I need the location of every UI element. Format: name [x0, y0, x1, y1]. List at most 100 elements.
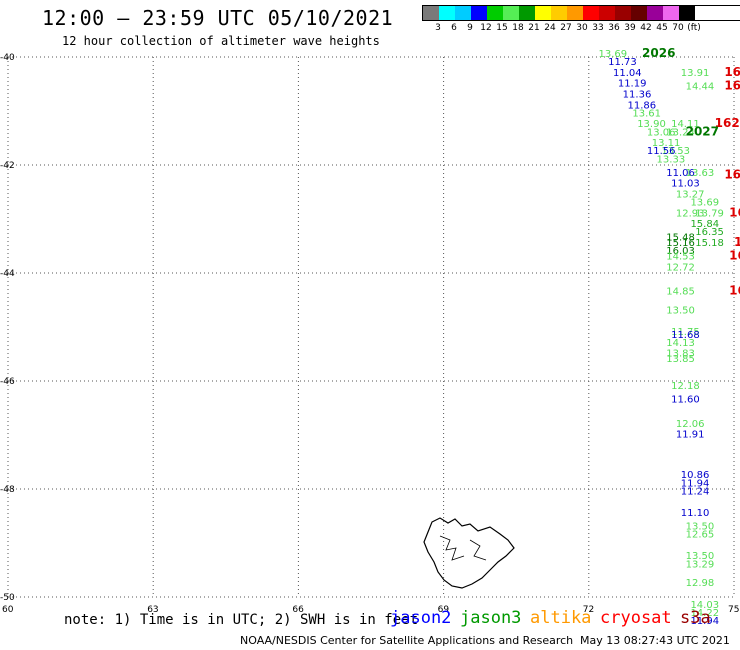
wave-height-label: 13.50: [686, 551, 715, 562]
wave-height-label: 13.11: [652, 138, 681, 149]
legend-tick-label: 6: [451, 23, 457, 33]
satellite-label-s3a: s3a: [680, 608, 711, 628]
wave-height-legend: 3 6 9 12 15 18 21 24 27 30 33 36 39 42 45 70 (ft): [422, 5, 740, 35]
legend-tick-label: 21: [528, 23, 540, 33]
wave-height-label: 14.03: [690, 600, 719, 611]
wave-height-label: 1626: [729, 249, 740, 263]
lat-label: -50: [0, 593, 15, 603]
wave-height-label: 12.93: [676, 208, 705, 219]
legend-swatch: [567, 6, 583, 20]
timestamp-text: May 13 08:27:43 UTC 2021: [580, 634, 730, 647]
island-outline: [423, 517, 515, 589]
wave-height-label: 13.33: [657, 154, 686, 165]
wave-height-label: 1626: [729, 205, 740, 219]
wave-height-label: 13.50: [686, 522, 715, 533]
satellite-label-altika: altika: [530, 608, 592, 628]
lon-label: 75: [728, 605, 739, 615]
wave-height-label: 1627: [724, 78, 740, 92]
legend-tick-label: 42: [640, 23, 652, 33]
wave-height-label: 12.65: [686, 530, 715, 541]
wave-height-label: 11.10: [681, 508, 710, 519]
lat-label: -42: [0, 161, 15, 171]
legend-swatch: [647, 6, 663, 20]
map-subtitle: 12 hour collection of altimeter wave hei…: [62, 34, 380, 48]
legend-swatch: [615, 6, 631, 20]
lat-label: -44: [0, 269, 15, 279]
legend-tick-label: 33: [592, 23, 604, 33]
lon-label: 69: [438, 605, 450, 615]
wave-height-label: 12.98: [686, 578, 715, 589]
wave-height-label: 13.29: [686, 559, 715, 570]
wave-height-label: 13.69: [690, 198, 719, 209]
lat-label: -48: [0, 485, 15, 495]
wave-height-label: 12.18: [671, 381, 700, 392]
legend-swatch: [535, 6, 551, 20]
wave-height-label: 15.18: [695, 238, 724, 249]
wave-height-label: 13.79: [695, 208, 724, 219]
wave-height-label: 14.85: [666, 287, 695, 298]
legend-tick-label: 18: [512, 23, 524, 33]
wave-height-label: 16.35: [695, 227, 724, 238]
legend-tick-label: 27: [560, 23, 572, 33]
wave-height-label: 11.56: [647, 146, 676, 157]
wave-height-label: 13.27: [676, 189, 705, 200]
wave-height-label: 14.44: [686, 81, 715, 92]
legend-swatches: [422, 5, 740, 21]
wave-height-label: 11.36: [623, 90, 652, 101]
wave-height-label: 13.06: [647, 127, 676, 138]
wave-height-label: 11.60: [671, 395, 700, 406]
legend-tick-label: 15: [496, 23, 508, 33]
wave-height-label: 2027: [686, 124, 719, 138]
legend-tick-label: 24: [544, 23, 556, 33]
wave-height-label: 13.83: [666, 349, 695, 360]
legend-swatch: [679, 6, 695, 20]
wave-height-label: 1626: [724, 168, 740, 182]
wave-height-label: 13.24: [666, 127, 695, 138]
wave-height-label: 1626: [734, 235, 740, 249]
legend-tick-label: 39: [624, 23, 636, 33]
legend-tick-label: 70: [672, 23, 684, 33]
legend-tick-label: 36: [608, 23, 620, 33]
legend-swatch: [423, 6, 439, 20]
wave-height-label: 12.72: [666, 262, 695, 273]
legend-ticks: 3 6 9 12 15 18 21 24 27 30 33 36 39 42 45 70 (ft): [422, 21, 740, 35]
legend-tick-label: 30: [576, 23, 588, 33]
wave-height-label: 14.13: [666, 338, 695, 349]
wave-height-label: 15.84: [690, 219, 719, 230]
wave-height-label: 11.03: [671, 179, 700, 190]
wave-height-label: 11.06: [666, 168, 695, 179]
wave-height-label: 11.91: [676, 430, 705, 441]
wave-height-label: 11.19: [618, 79, 647, 90]
legend-swatch: [663, 6, 679, 20]
lon-label: 66: [292, 605, 304, 615]
legend-tick-label: (ft): [687, 23, 701, 33]
legend-swatch: [503, 6, 519, 20]
lon-label: 72: [583, 605, 594, 615]
wave-height-label: 12.06: [676, 419, 705, 430]
wave-height-label: 13.63: [686, 168, 715, 179]
legend-tick-label: 3: [435, 23, 441, 33]
wave-height-label: 11.04: [613, 68, 642, 79]
wave-height-label: 16.03: [666, 246, 695, 257]
wave-height-label: 1626: [729, 284, 740, 298]
lat-label: -40: [0, 53, 15, 63]
wave-height-label: 11.73: [608, 57, 637, 68]
legend-swatch: [455, 6, 471, 20]
satellite-label-jason3: jason3: [460, 608, 522, 628]
wave-height-label: 13.91: [681, 68, 710, 79]
wave-height-label: 13.85: [666, 354, 695, 365]
wave-height-label: 13.50: [666, 306, 695, 317]
wave-height-label: 11.68: [671, 330, 700, 341]
wave-height-label: 11.94: [681, 478, 710, 489]
satellite-label-cryosat: cryosat: [600, 608, 672, 628]
wave-height-label: 13.90: [637, 119, 666, 130]
wave-height-label: 13.61: [632, 108, 661, 119]
wave-height-label: 1627: [724, 65, 740, 79]
wave-height-label: 14.22: [690, 608, 719, 619]
island-inlet: [439, 535, 465, 561]
wave-height-label: 14.11: [671, 119, 700, 130]
legend-tick-label: 45: [656, 23, 668, 33]
legend-swatch: [583, 6, 599, 20]
lon-label: 60: [2, 605, 14, 615]
